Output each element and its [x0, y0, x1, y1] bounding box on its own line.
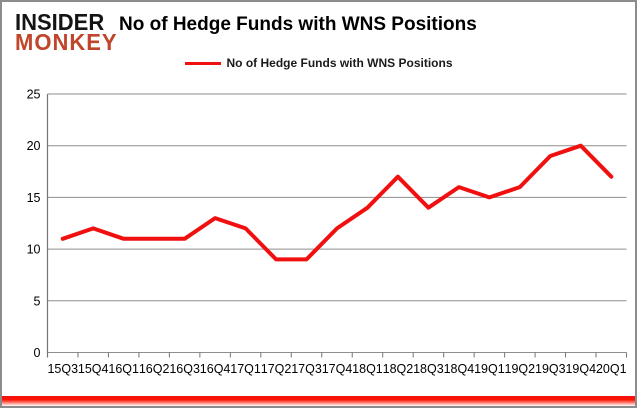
legend-line-sample — [184, 61, 221, 65]
x-axis-tick-label: 19Q4 — [565, 362, 596, 376]
x-axis-tick-label: 20Q1 — [596, 362, 627, 376]
series-line — [60, 143, 614, 262]
legend: No of Hedge Funds with WNS Positions — [2, 56, 635, 70]
y-axis-tick-label: 5 — [34, 294, 41, 308]
x-axis-tick-label: 17Q2 — [261, 362, 292, 376]
x-axis-tick-label: 16Q1 — [108, 362, 139, 376]
legend-label: No of Hedge Funds with WNS Positions — [226, 56, 453, 70]
x-axis-tick-label: 17Q4 — [322, 362, 353, 376]
x-axis-tick-label: 17Q1 — [230, 362, 261, 376]
logo-monkey-text: MONKEY — [15, 28, 118, 56]
x-axis-tick-label: 16Q3 — [169, 362, 200, 376]
x-axis-tick-label: 19Q3 — [535, 362, 566, 376]
y-axis-tick-label: 10 — [27, 243, 41, 257]
x-axis-tick-label: 18Q4 — [444, 362, 475, 376]
chart-title: No of Hedge Funds with WNS Positions — [119, 14, 477, 35]
y-axis-tick-label: 25 — [27, 88, 41, 102]
x-axis-tick-label: 18Q3 — [413, 362, 444, 376]
y-axis-tick-label: 20 — [27, 139, 41, 153]
bottom-red-bar — [2, 396, 635, 406]
x-axis-tick-label: 19Q2 — [505, 362, 536, 376]
x-axis-tick-label: 15Q4 — [78, 362, 109, 376]
x-axis-tick-label: 19Q1 — [474, 362, 505, 376]
insider-monkey-logo: INSIDER MONKEY — [15, 8, 118, 56]
x-axis-tick-label: 18Q1 — [352, 362, 383, 376]
x-axis-tick-label: 15Q3 — [47, 362, 78, 376]
x-axis-tick-label: 17Q3 — [291, 362, 322, 376]
x-axis-tick-label: 18Q2 — [383, 362, 414, 376]
y-axis-tick-label: 15 — [27, 191, 41, 205]
logo-insider-text: INSIDER — [15, 8, 105, 36]
x-axis-tick-label: 16Q2 — [139, 362, 170, 376]
y-axis-tick-label: 0 — [34, 346, 41, 360]
x-axis-tick-label: 16Q4 — [200, 362, 231, 376]
